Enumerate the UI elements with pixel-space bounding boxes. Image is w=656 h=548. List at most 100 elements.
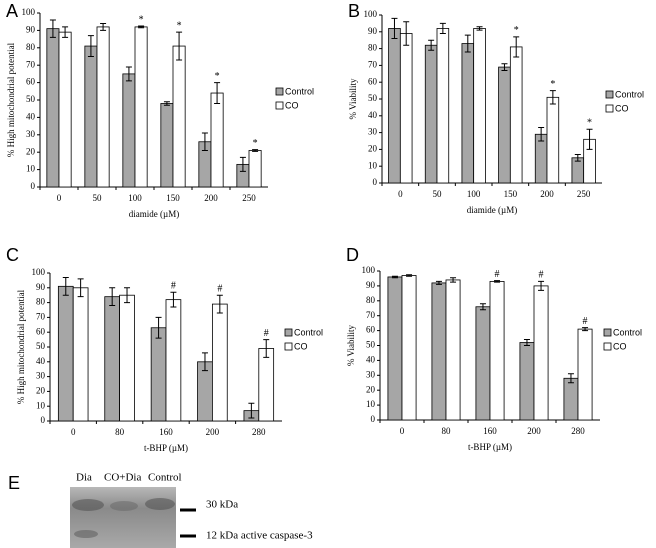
y-tick-label: 90 xyxy=(26,24,36,34)
y-tick-label: 20 xyxy=(26,146,36,156)
y-axis-title: % Viability xyxy=(348,78,358,120)
legend-swatch xyxy=(605,90,614,99)
panel-letter: A xyxy=(6,1,18,21)
bar xyxy=(519,342,535,421)
bar xyxy=(475,306,491,421)
significance-marker: # xyxy=(264,328,269,339)
bar xyxy=(58,31,72,188)
error-bar xyxy=(494,280,501,283)
y-tick-label: 60 xyxy=(366,325,376,335)
y-tick-label: 90 xyxy=(366,280,376,290)
error-bar xyxy=(138,25,145,29)
bar xyxy=(46,28,60,188)
bar xyxy=(563,377,579,421)
x-tick-label: 80 xyxy=(442,426,452,436)
error-bar xyxy=(49,19,56,38)
bar xyxy=(534,133,548,184)
bar xyxy=(473,28,486,184)
bar xyxy=(211,303,228,422)
error-bar xyxy=(513,36,520,58)
y-tick-label: 20 xyxy=(36,385,46,395)
error-bar xyxy=(406,274,413,277)
error-bar xyxy=(201,352,208,372)
error-bar xyxy=(201,132,208,151)
x-tick-label: 160 xyxy=(483,426,497,436)
y-tick-label: 70 xyxy=(366,310,376,320)
y-tick-label: 30 xyxy=(36,371,46,381)
bar xyxy=(165,299,182,422)
bar xyxy=(119,294,135,422)
x-axis-title: t-BHP (µM) xyxy=(468,442,512,452)
error-bar xyxy=(523,339,530,346)
y-tick-label: 60 xyxy=(36,326,46,336)
y-axis-title: % High mitochondrial potential xyxy=(6,42,16,157)
legend-label: Control xyxy=(615,89,644,99)
significance-marker: * xyxy=(139,14,144,25)
error-bar xyxy=(263,339,270,358)
error-bar xyxy=(62,276,69,296)
bar xyxy=(72,287,89,422)
error-bar xyxy=(124,287,131,304)
bar xyxy=(399,33,413,184)
blot-band xyxy=(110,501,138,511)
x-tick-label: 200 xyxy=(204,193,218,203)
y-tick-label: 30 xyxy=(368,127,378,137)
blot-band xyxy=(72,499,104,511)
y-tick-label: 50 xyxy=(368,93,378,103)
y-tick-label: 20 xyxy=(366,384,376,394)
lane-label: CO+Dia xyxy=(104,472,141,484)
x-tick-label: 250 xyxy=(242,193,256,203)
error-bar xyxy=(100,22,107,31)
bar xyxy=(431,282,447,421)
y-tick-label: 60 xyxy=(368,76,378,86)
error-bar xyxy=(574,153,581,162)
legend-swatch xyxy=(603,328,612,337)
y-tick-label: 0 xyxy=(31,181,36,191)
y-tick-label: 0 xyxy=(371,414,376,424)
y-tick-label: 40 xyxy=(26,111,36,121)
y-tick-label: 60 xyxy=(26,77,36,87)
x-axis-title: diamide (µM) xyxy=(467,205,517,215)
error-bar xyxy=(239,156,246,172)
y-tick-label: 30 xyxy=(26,129,36,139)
error-bar xyxy=(77,278,84,298)
bar xyxy=(258,348,275,422)
y-tick-label: 90 xyxy=(36,282,46,292)
bar xyxy=(96,26,110,188)
y-tick-label: 70 xyxy=(368,59,378,69)
bar xyxy=(57,285,74,422)
bar xyxy=(387,276,403,421)
significance-marker: * xyxy=(550,79,555,90)
x-tick-label: 0 xyxy=(57,193,62,203)
x-tick-label: 150 xyxy=(166,193,180,203)
error-bar xyxy=(176,31,183,61)
y-tick-label: 30 xyxy=(366,369,376,379)
y-tick-label: 70 xyxy=(36,311,46,321)
error-bar xyxy=(582,327,589,332)
bar xyxy=(401,275,417,421)
y-tick-label: 80 xyxy=(366,295,376,305)
bar xyxy=(489,281,505,421)
band-label: 12 kDa active caspase-3 xyxy=(206,530,313,542)
y-tick-label: 0 xyxy=(41,415,46,425)
y-tick-label: 80 xyxy=(36,297,46,307)
x-tick-label: 0 xyxy=(71,427,76,437)
significance-marker: * xyxy=(514,25,519,36)
error-bar xyxy=(391,275,398,279)
error-bar xyxy=(428,39,435,51)
panel-letter: B xyxy=(348,1,360,21)
error-bar xyxy=(391,17,398,40)
y-tick-label: 10 xyxy=(36,400,46,410)
panel-letter: C xyxy=(6,245,19,265)
y-tick-label: 100 xyxy=(364,9,378,19)
panel-letter: D xyxy=(346,245,359,265)
bar xyxy=(210,92,224,188)
bar xyxy=(122,73,136,188)
legend-swatch xyxy=(603,342,612,351)
x-tick-label: 280 xyxy=(252,427,266,437)
y-axis-title: % Viability xyxy=(346,324,356,366)
significance-marker: * xyxy=(177,20,182,31)
legend-label: Control xyxy=(285,86,314,96)
y-tick-label: 10 xyxy=(26,164,36,174)
lane-label: Control xyxy=(148,472,182,484)
